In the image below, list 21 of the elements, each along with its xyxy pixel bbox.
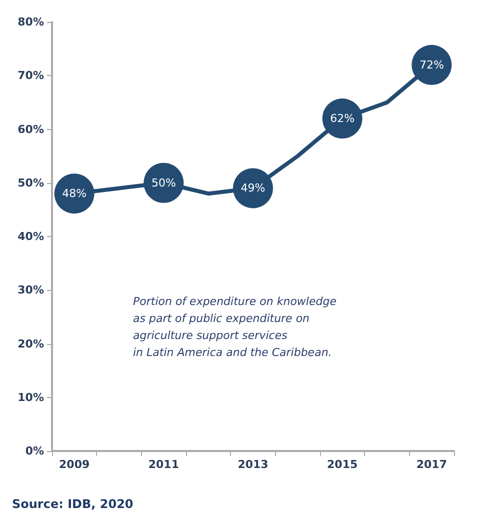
data-label: 62% bbox=[330, 112, 355, 126]
y-tick-label: 30% bbox=[18, 284, 44, 297]
y-tick-label: 60% bbox=[18, 122, 44, 136]
x-tick-label: 2013 bbox=[238, 458, 268, 471]
x-tick-label: 2011 bbox=[148, 458, 179, 471]
x-tick-label: 2017 bbox=[416, 458, 447, 471]
data-label: 48% bbox=[62, 187, 87, 200]
y-tick-label: 0% bbox=[25, 444, 44, 458]
y-tick-label: 70% bbox=[18, 69, 44, 82]
annotation: Portion of expenditure on knowledge as part of public expenditure on agriculture support services in Latin America and the Caribbean. bbox=[133, 295, 337, 359]
x-tick-label: 2009 bbox=[59, 458, 90, 471]
y-tick-label: 10% bbox=[18, 390, 44, 404]
data-label: 72% bbox=[419, 58, 444, 72]
data-label: 49% bbox=[240, 182, 266, 195]
y-tick-label: 80% bbox=[18, 16, 44, 28]
y-tick-label: 50% bbox=[18, 176, 44, 190]
x-tick-label: 2015 bbox=[327, 458, 358, 471]
source-note: Source: IDB, 2020 bbox=[12, 497, 134, 511]
data-label: 50% bbox=[151, 176, 176, 190]
y-tick-label: 20% bbox=[18, 337, 44, 350]
y-tick-label: 40% bbox=[18, 230, 44, 243]
